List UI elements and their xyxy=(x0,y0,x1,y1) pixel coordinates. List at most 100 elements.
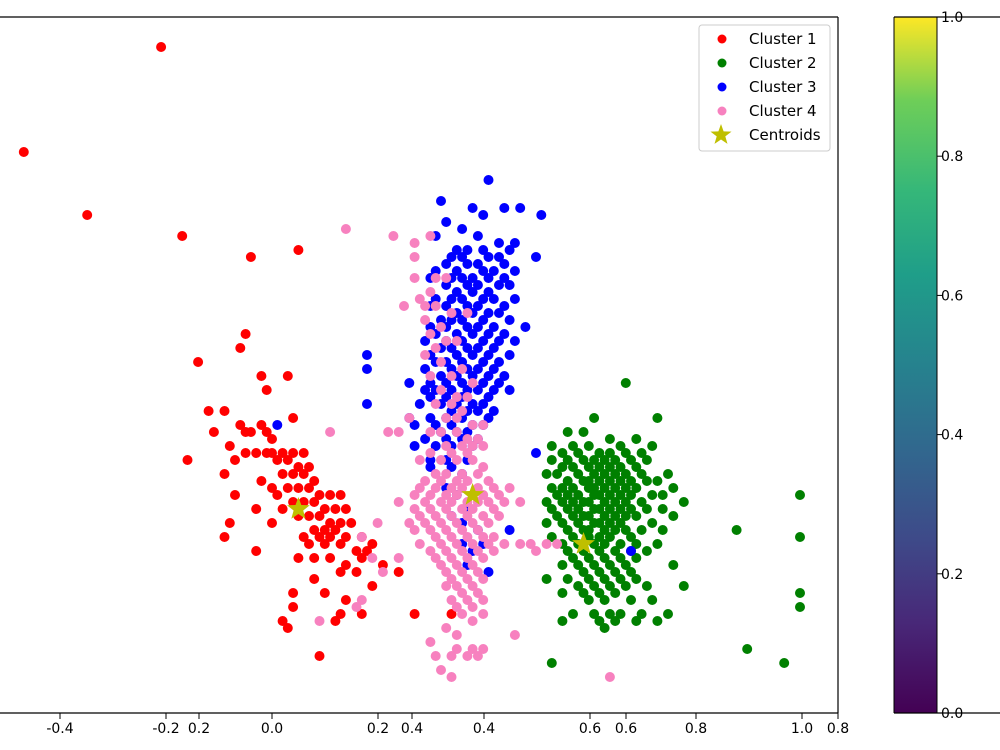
data-point xyxy=(631,539,642,549)
data-point xyxy=(483,175,494,185)
data-point xyxy=(441,567,452,577)
data-point xyxy=(509,630,520,640)
data-point xyxy=(594,616,605,626)
data-point xyxy=(425,287,436,297)
data-point xyxy=(604,490,615,500)
data-point xyxy=(557,483,568,493)
data-point xyxy=(589,560,600,570)
data-point xyxy=(573,490,584,500)
data-point xyxy=(499,539,510,549)
data-point xyxy=(340,560,351,570)
data-point xyxy=(414,294,425,304)
legend-label: Centroids xyxy=(749,126,821,144)
data-point xyxy=(288,448,299,458)
data-point xyxy=(82,210,93,220)
data-point xyxy=(446,511,457,521)
data-point xyxy=(562,476,573,486)
data-point xyxy=(420,315,431,325)
data-point xyxy=(610,567,621,577)
x-tick-label: -0.2 xyxy=(152,721,179,737)
data-point xyxy=(451,490,462,500)
data-point xyxy=(488,266,499,276)
data-point xyxy=(441,546,452,556)
data-point xyxy=(462,301,473,311)
data-point xyxy=(325,532,336,542)
data-point xyxy=(499,301,510,311)
data-point xyxy=(795,532,805,542)
data-point xyxy=(488,504,499,514)
data-point xyxy=(620,378,631,388)
data-point xyxy=(615,574,626,584)
x-tick-label: 0.8 xyxy=(827,721,849,737)
data-point xyxy=(457,294,468,304)
data-point xyxy=(620,497,631,507)
legend-marker-star xyxy=(710,124,732,144)
data-point xyxy=(304,462,314,472)
data-point xyxy=(409,252,420,262)
data-point xyxy=(436,315,446,325)
data-point xyxy=(451,630,462,640)
data-point xyxy=(462,343,473,353)
data-point xyxy=(446,574,457,584)
data-point xyxy=(277,616,288,626)
data-point xyxy=(641,581,652,591)
data-point xyxy=(356,532,367,542)
data-point xyxy=(779,658,790,668)
data-point xyxy=(436,371,446,381)
data-point xyxy=(462,280,473,290)
data-point xyxy=(515,203,526,213)
data-point xyxy=(615,462,626,472)
data-point xyxy=(467,644,478,654)
data-point xyxy=(436,497,446,507)
data-point xyxy=(631,434,642,444)
data-point xyxy=(446,252,457,262)
data-point xyxy=(557,518,568,528)
data-point xyxy=(208,427,219,437)
data-point xyxy=(282,483,293,493)
data-point xyxy=(383,427,394,437)
data-point xyxy=(620,448,631,458)
data-point xyxy=(319,588,330,598)
data-point xyxy=(330,525,341,535)
data-point xyxy=(356,553,367,563)
data-point xyxy=(462,595,473,605)
data-point xyxy=(372,518,383,528)
data-point xyxy=(668,511,679,521)
data-point xyxy=(256,476,267,486)
legend-marker xyxy=(717,106,727,116)
data-point xyxy=(457,546,468,556)
data-point xyxy=(472,343,483,353)
data-point xyxy=(552,511,563,521)
data-point xyxy=(309,476,320,486)
series-cluster-2 xyxy=(541,378,805,668)
data-point xyxy=(610,525,621,535)
legend-label: Cluster 3 xyxy=(749,78,817,96)
data-point xyxy=(663,469,673,479)
data-point xyxy=(298,532,309,542)
data-point xyxy=(446,406,457,416)
data-point xyxy=(573,560,584,570)
data-point xyxy=(472,231,483,241)
data-point xyxy=(425,546,436,556)
data-point xyxy=(314,616,325,626)
data-point xyxy=(494,238,504,248)
data-point xyxy=(425,637,436,647)
data-point xyxy=(467,399,478,409)
data-point xyxy=(203,406,214,416)
data-point xyxy=(330,616,341,626)
data-point xyxy=(430,483,441,493)
data-point xyxy=(583,553,594,563)
x-tick-label: 0.6 xyxy=(615,721,637,737)
data-point xyxy=(483,392,494,402)
data-point xyxy=(404,378,415,388)
data-point xyxy=(599,525,610,535)
data-point xyxy=(267,483,277,493)
data-point xyxy=(451,350,462,360)
data-point xyxy=(615,609,626,619)
data-point xyxy=(288,413,299,423)
data-point xyxy=(573,504,584,514)
data-point xyxy=(441,490,452,500)
data-point xyxy=(451,602,462,612)
data-point xyxy=(446,497,457,507)
data-point xyxy=(483,273,494,283)
